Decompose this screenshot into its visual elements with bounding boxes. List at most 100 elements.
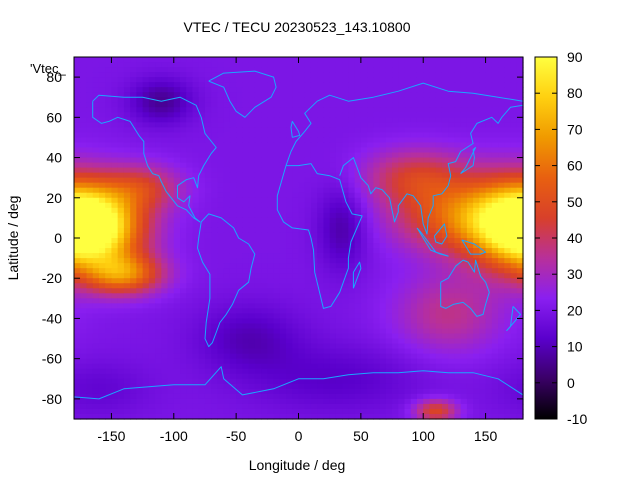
heatmap-cell: [204, 112, 212, 118]
heatmap-cell: [342, 187, 349, 194]
heatmap-cell: [254, 348, 262, 355]
heatmap-cell: [510, 217, 518, 224]
heatmap-cell: [410, 197, 418, 204]
heatmap-cell: [323, 77, 331, 83]
heatmap-cell: [342, 77, 349, 83]
heatmap-cell: [142, 293, 150, 299]
heatmap-cell: [105, 122, 113, 128]
heatmap-cell: [454, 167, 462, 174]
heatmap-cell: [473, 393, 480, 400]
heatmap-cell: [335, 288, 343, 294]
heatmap-cell: [92, 328, 100, 335]
heatmap-cell: [416, 132, 424, 139]
heatmap-cell: [367, 323, 374, 330]
heatmap-cell: [267, 253, 275, 259]
heatmap-cell: [211, 258, 219, 264]
heatmap-cell: [510, 142, 518, 149]
heatmap-cell: [180, 283, 187, 289]
heatmap-cell: [229, 187, 237, 194]
heatmap-cell: [111, 338, 119, 345]
heatmap-cell: [74, 348, 81, 355]
heatmap-cell: [161, 283, 169, 289]
heatmap-cell: [242, 67, 250, 73]
heatmap-cell: [460, 147, 468, 154]
heatmap-cell: [242, 62, 250, 68]
heatmap-cell: [204, 62, 212, 68]
heatmap-cell: [423, 333, 431, 340]
heatmap-cell: [279, 293, 287, 299]
heatmap-cell: [117, 388, 125, 395]
heatmap-cell: [223, 107, 231, 113]
heatmap-cell: [441, 318, 449, 325]
heatmap-cell: [310, 238, 318, 244]
heatmap-cell: [192, 268, 200, 274]
heatmap-cell: [392, 368, 399, 375]
heatmap-cell: [242, 222, 250, 229]
heatmap-cell: [198, 243, 206, 249]
heatmap-cell: [373, 303, 381, 309]
heatmap-cell: [273, 293, 281, 299]
heatmap-cell: [504, 112, 512, 118]
heatmap-cell: [373, 313, 381, 320]
heatmap-cell: [167, 72, 175, 78]
heatmap-cell: [429, 72, 437, 78]
heatmap-cell: [136, 152, 144, 159]
heatmap-cell: [479, 107, 487, 113]
heatmap-cell: [217, 107, 225, 113]
heatmap-cell: [279, 142, 287, 149]
heatmap-cell: [429, 107, 437, 113]
heatmap-cell: [504, 238, 512, 244]
heatmap-cell: [261, 298, 268, 304]
heatmap-cell: [441, 207, 449, 214]
heatmap-cell: [310, 197, 318, 204]
heatmap-cell: [360, 222, 368, 229]
heatmap-cell: [516, 97, 524, 103]
heatmap-cell: [441, 147, 449, 154]
heatmap-cell: [416, 333, 424, 340]
heatmap-cell: [310, 323, 318, 330]
heatmap-cell: [98, 162, 106, 169]
heatmap-cell: [448, 263, 456, 269]
heatmap-cell: [348, 338, 356, 345]
heatmap-cell: [273, 298, 281, 304]
heatmap-cell: [211, 172, 219, 179]
heatmap-cell: [504, 318, 512, 325]
heatmap-cell: [429, 398, 437, 405]
heatmap-cell: [416, 167, 424, 174]
heatmap-cell: [448, 127, 456, 134]
heatmap-cell: [136, 202, 144, 209]
heatmap-cell: [92, 258, 100, 264]
heatmap-cell: [161, 368, 169, 375]
heatmap-cell: [317, 62, 325, 68]
heatmap-cell: [80, 187, 88, 194]
heatmap-cell: [466, 67, 474, 73]
heatmap-cell: [485, 127, 493, 134]
heatmap-cell: [86, 162, 94, 169]
heatmap-cell: [180, 92, 187, 98]
heatmap-cell: [155, 273, 162, 279]
heatmap-cell: [441, 172, 449, 179]
heatmap-cell: [304, 142, 312, 149]
heatmap-cell: [367, 303, 374, 309]
heatmap-cell: [286, 82, 293, 88]
heatmap-cell: [429, 263, 437, 269]
heatmap-cell: [142, 268, 150, 274]
heatmap-cell: [498, 62, 505, 68]
heatmap-cell: [236, 157, 243, 164]
heatmap-cell: [335, 248, 343, 254]
heatmap-cell: [335, 338, 343, 345]
heatmap-cell: [229, 197, 237, 204]
heatmap-cell: [348, 157, 356, 164]
heatmap-cell: [211, 232, 219, 239]
heatmap-cell: [130, 383, 137, 390]
heatmap-cell: [410, 77, 418, 83]
heatmap-cell: [254, 182, 262, 189]
heatmap-cell: [117, 207, 125, 214]
heatmap-cell: [254, 263, 262, 269]
heatmap-cell: [111, 243, 119, 249]
heatmap-cell: [323, 273, 331, 279]
heatmap-cell: [261, 358, 268, 365]
heatmap-cell: [161, 217, 169, 224]
heatmap-cell: [479, 273, 487, 279]
heatmap-cell: [429, 152, 437, 159]
